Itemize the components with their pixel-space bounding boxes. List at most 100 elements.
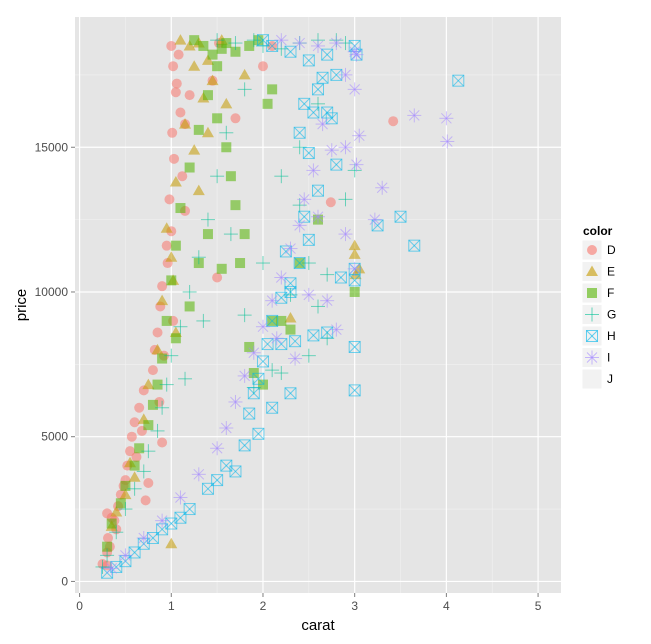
data-point-d: [140, 495, 151, 506]
data-point-i: [228, 394, 243, 409]
data-point-i: [274, 33, 289, 48]
major-grid-lines: [75, 17, 561, 593]
data-point-i: [210, 441, 225, 456]
data-point-f: [193, 124, 204, 135]
data-point-h: [261, 338, 274, 351]
data-point-d: [167, 127, 178, 138]
data-point-g: [210, 169, 225, 184]
data-point-g: [311, 299, 325, 314]
legend-title: color: [583, 224, 613, 238]
data-point-e: [165, 251, 178, 262]
data-point-i: [297, 192, 312, 207]
x-tick-label: 1: [168, 599, 175, 613]
data-point-e: [348, 248, 361, 259]
data-point-g: [237, 82, 252, 97]
legend-label-f: F: [607, 286, 614, 300]
data-point-g: [301, 256, 316, 271]
data-point-i: [329, 36, 344, 51]
legend-label-j: J: [607, 372, 613, 386]
data-point-g: [301, 348, 316, 363]
data-point-h: [298, 210, 311, 223]
data-point-e: [151, 343, 164, 355]
x-tick-label: 0: [76, 599, 83, 613]
data-point-e: [284, 312, 297, 323]
data-point-g: [150, 423, 165, 438]
data-point-i: [246, 345, 261, 360]
data-point-i: [173, 490, 188, 505]
data-point-i: [311, 209, 325, 224]
data-point-g: [127, 481, 142, 496]
data-point-h: [284, 45, 297, 58]
data-point-f: [239, 229, 250, 240]
legend-symbol-f: [587, 288, 597, 298]
data-point-f: [230, 200, 241, 211]
data-point-d: [177, 171, 188, 182]
data-point-i: [439, 111, 454, 126]
data-point-f: [216, 263, 227, 274]
data-point-i: [219, 421, 234, 436]
data-point-h: [243, 407, 256, 420]
data-point-i: [191, 467, 206, 482]
data-point-h: [312, 83, 324, 96]
data-point-e: [142, 378, 155, 390]
data-point-g: [173, 319, 188, 334]
data-point-i: [324, 143, 339, 158]
legend-key-j: [581, 368, 603, 390]
data-point-d: [166, 40, 177, 51]
data-point-d: [171, 78, 182, 89]
data-point-e: [174, 34, 187, 45]
data-point-f: [161, 315, 172, 326]
data-point-g: [274, 169, 289, 184]
data-point-f: [221, 38, 232, 49]
data-point-i: [155, 513, 170, 528]
data-point-g: [228, 36, 243, 51]
data-point-g: [159, 377, 174, 392]
legend-label-g: G: [607, 308, 616, 322]
data-point-i: [104, 561, 119, 576]
data-point-e: [192, 184, 205, 196]
data-point-h: [302, 147, 315, 160]
data-point-d: [212, 272, 223, 283]
data-point-i: [349, 157, 364, 172]
data-point-e: [183, 39, 196, 51]
legend-label-e: E: [607, 265, 615, 279]
data-point-d: [164, 194, 175, 205]
legend-label-h: H: [607, 329, 616, 343]
data-point-d: [143, 478, 154, 489]
data-point-e: [201, 54, 214, 65]
data-point-h: [252, 372, 265, 385]
data-point-h: [321, 48, 334, 61]
plot-data-area: [95, 33, 465, 579]
legend-symbol-h: [586, 330, 598, 342]
data-point-d: [230, 113, 241, 124]
data-point-i: [292, 218, 307, 233]
data-point-e: [201, 126, 214, 138]
data-point-f: [189, 35, 200, 46]
data-point-f: [166, 275, 177, 286]
data-point-d: [103, 533, 114, 544]
data-point-g: [100, 548, 115, 563]
data-point-e: [188, 60, 201, 71]
data-point-g: [200, 212, 215, 227]
data-point-d: [257, 61, 268, 72]
data-point-g: [141, 444, 156, 459]
data-point-i: [255, 319, 270, 334]
data-point-h: [307, 329, 320, 342]
legend-symbol-e: [586, 265, 598, 276]
data-point-i: [265, 293, 280, 308]
data-point-g: [338, 192, 353, 207]
data-point-g: [223, 227, 238, 242]
data-point-h: [334, 271, 347, 284]
data-point-e: [128, 471, 141, 482]
data-point-e: [156, 294, 169, 306]
data-point-f: [230, 46, 241, 57]
data-point-e: [169, 175, 182, 187]
legend-label-d: D: [607, 243, 616, 257]
data-point-e: [348, 239, 361, 251]
data-point-f: [221, 142, 232, 153]
data-point-d: [147, 365, 158, 376]
data-point-h: [284, 285, 297, 298]
y-tick-label: 0: [61, 574, 68, 588]
data-point-h: [321, 326, 334, 339]
